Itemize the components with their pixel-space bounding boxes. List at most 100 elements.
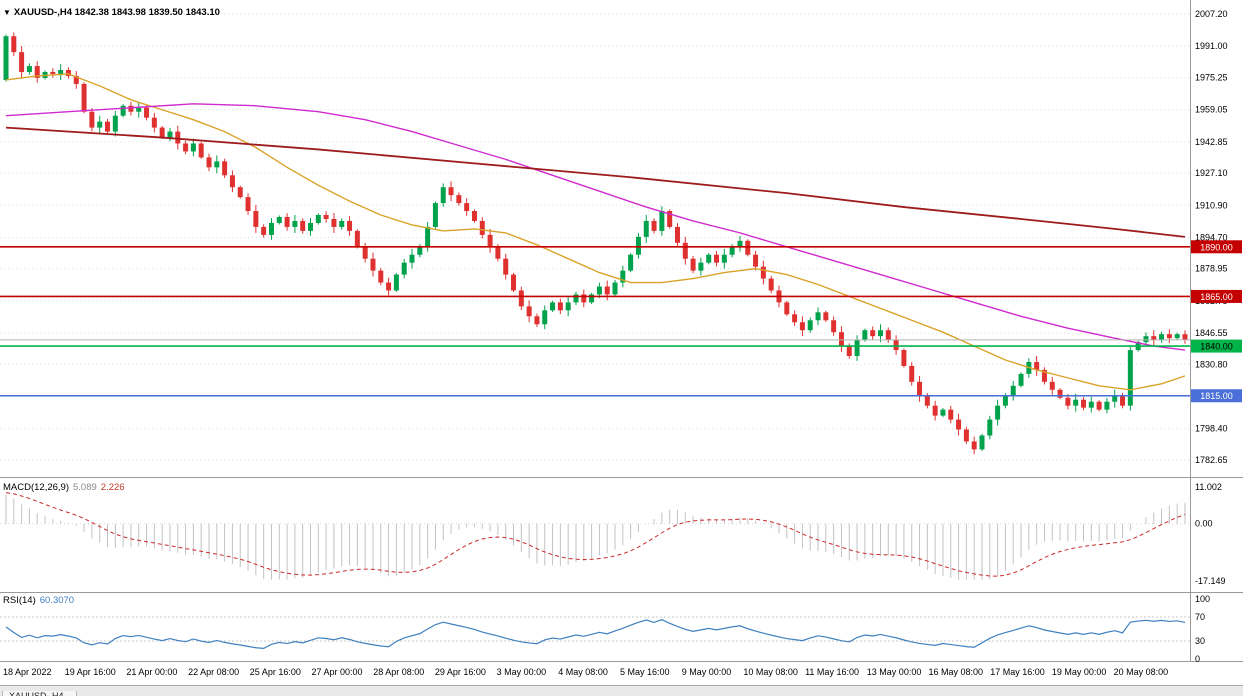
rsi-axis-label: 0 xyxy=(1195,654,1200,664)
rsi-value: 60.3070 xyxy=(39,595,75,606)
symbol-dropdown-icon[interactable]: ▼ xyxy=(3,8,11,17)
candle-body xyxy=(674,226,680,243)
chart-tab-active[interactable]: XAUUSD-,H4 xyxy=(2,691,77,696)
candle-body xyxy=(222,161,228,176)
candle-body xyxy=(706,254,712,263)
time-axis-label: 29 Apr 16:00 xyxy=(435,667,486,677)
candle-body xyxy=(1120,395,1126,406)
candle-body xyxy=(659,211,665,231)
candle-body xyxy=(1080,399,1086,408)
candle-body xyxy=(1112,395,1118,402)
candle-body xyxy=(1049,381,1055,390)
price-tag xyxy=(1191,389,1242,403)
candle-body xyxy=(167,131,173,138)
price-axis-label: 1798.40 xyxy=(1195,424,1228,434)
candle-body xyxy=(807,320,813,331)
candle-body xyxy=(456,195,462,204)
candle-body xyxy=(1174,334,1180,339)
candle-body xyxy=(534,316,540,325)
candle-body xyxy=(175,131,181,144)
candle-body xyxy=(19,52,25,72)
candle-body xyxy=(979,435,985,450)
candle-body xyxy=(261,226,267,235)
candle-body xyxy=(3,36,9,80)
candle-body xyxy=(596,286,602,295)
candle-body xyxy=(300,220,306,231)
candle-body xyxy=(1104,401,1110,410)
candle-body xyxy=(760,266,766,279)
candle-body xyxy=(846,346,852,357)
candle-body xyxy=(1041,369,1047,382)
candle-body xyxy=(183,143,189,152)
candle-body xyxy=(651,220,657,231)
candle-body xyxy=(1034,361,1040,370)
candle-body xyxy=(65,70,71,76)
price-tag-label: 1815.00 xyxy=(1200,391,1233,401)
time-axis-label: 19 May 00:00 xyxy=(1052,667,1107,677)
candle-body xyxy=(542,310,548,325)
candle-body xyxy=(1073,399,1079,406)
candle-body xyxy=(198,143,204,158)
candle-body xyxy=(909,365,915,382)
candle-body xyxy=(11,36,17,53)
time-axis-label: 18 Apr 2022 xyxy=(3,667,52,677)
candle-body xyxy=(495,246,501,259)
candle-body xyxy=(370,258,376,271)
candle-body xyxy=(50,71,56,74)
candle-body xyxy=(698,262,704,271)
candle-body xyxy=(284,216,290,227)
candle-body xyxy=(643,220,649,237)
candle-body xyxy=(940,409,946,416)
candle-body xyxy=(136,107,142,112)
macd-signal-value: 2.226 xyxy=(100,482,125,493)
candle-body xyxy=(995,405,1001,420)
candle-body xyxy=(331,218,337,227)
candle-body xyxy=(557,302,563,311)
chart-tabs-bar: XAUUSD-,H4 xyxy=(0,685,1243,696)
candle-body xyxy=(354,230,360,247)
candle-body xyxy=(831,320,837,333)
macd-name: MACD(12,26,9) xyxy=(3,482,69,493)
candle-body xyxy=(487,234,493,247)
candle-body xyxy=(604,286,610,295)
candle-body xyxy=(690,258,696,271)
candle-body xyxy=(206,157,212,168)
candle-body xyxy=(784,302,790,315)
time-axis-label: 22 Apr 08:00 xyxy=(188,667,239,677)
candle-body xyxy=(253,211,259,227)
candle-body xyxy=(151,117,157,128)
time-axis-label: 4 May 08:00 xyxy=(558,667,608,677)
candle-body xyxy=(393,274,399,291)
rsi-name: RSI(14) xyxy=(3,595,36,606)
candle-body xyxy=(73,75,79,84)
time-axis-label: 10 May 08:00 xyxy=(743,667,798,677)
macd-axis-label: 11.002 xyxy=(1195,482,1222,492)
candle-body xyxy=(464,203,470,212)
candle-body xyxy=(214,161,220,168)
candle-body xyxy=(948,409,954,420)
macd-axis-label: 0.00 xyxy=(1195,519,1213,529)
rsi-indicator-label: RSI(14) 60.3070 xyxy=(3,595,74,606)
rsi-axis-label: 70 xyxy=(1195,612,1205,622)
candle-body xyxy=(635,236,641,255)
candle-body xyxy=(885,330,891,341)
candle-body xyxy=(362,246,368,259)
candle-body xyxy=(81,83,87,112)
price-tag xyxy=(1191,289,1242,303)
candle-body xyxy=(667,211,673,227)
ohlc-values: 1842.38 1843.98 1839.50 1843.10 xyxy=(74,7,220,18)
candle-body xyxy=(799,322,805,331)
candle-body xyxy=(838,332,844,347)
candle-body xyxy=(1088,401,1094,408)
candle-body xyxy=(268,222,274,235)
candle-body xyxy=(409,254,415,263)
candle-body xyxy=(105,121,111,132)
price-axis-label: 1942.85 xyxy=(1195,137,1228,147)
time-axis-label: 16 May 08:00 xyxy=(929,667,984,677)
candle-body xyxy=(714,254,720,263)
time-axis-label: 13 May 00:00 xyxy=(867,667,922,677)
candle-body xyxy=(893,340,899,351)
candle-body xyxy=(120,105,126,116)
